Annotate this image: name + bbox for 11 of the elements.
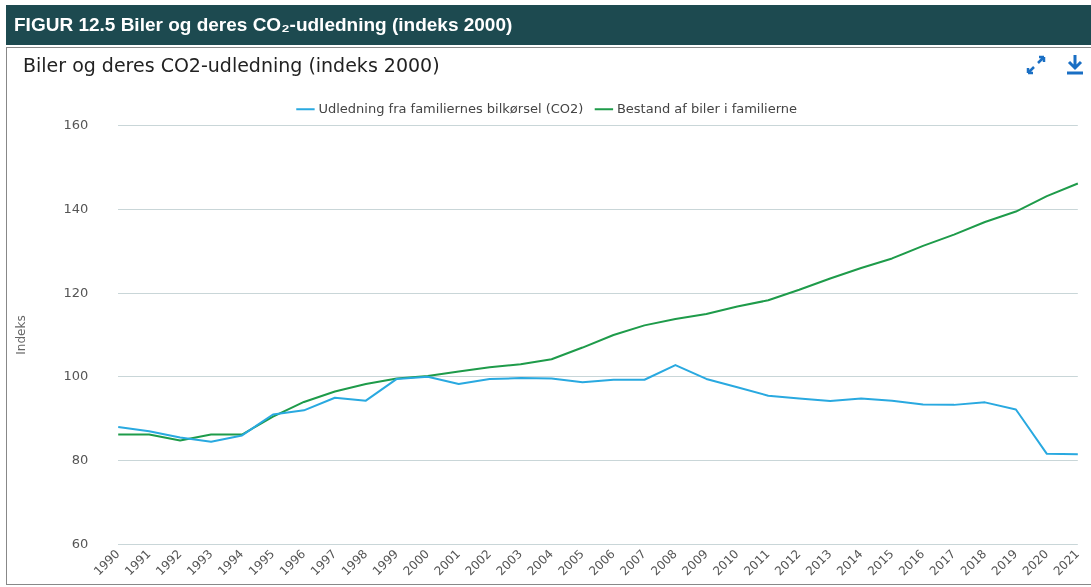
y-tick-label: 100	[63, 368, 89, 384]
chart-title: FIGUR 12.5 Biler og deres CO₂-udledning (indeks 2000)	[6, 5, 1091, 45]
y-tick-label: 160	[63, 117, 89, 133]
legend-label: Udledning fra familiernes bilkørsel (CO2)	[318, 100, 584, 116]
chart-subtitle: Biler og deres CO2-udledning (indeks 2000)	[23, 54, 440, 76]
y-tick-label: 140	[63, 200, 89, 216]
y-tick-label: 60	[71, 535, 89, 551]
y-tick-label: 120	[63, 284, 89, 300]
y-axis-title: Indeks	[14, 315, 29, 355]
y-tick-label: 80	[71, 451, 89, 467]
legend-label: Bestand af biler i familierne	[616, 100, 798, 116]
